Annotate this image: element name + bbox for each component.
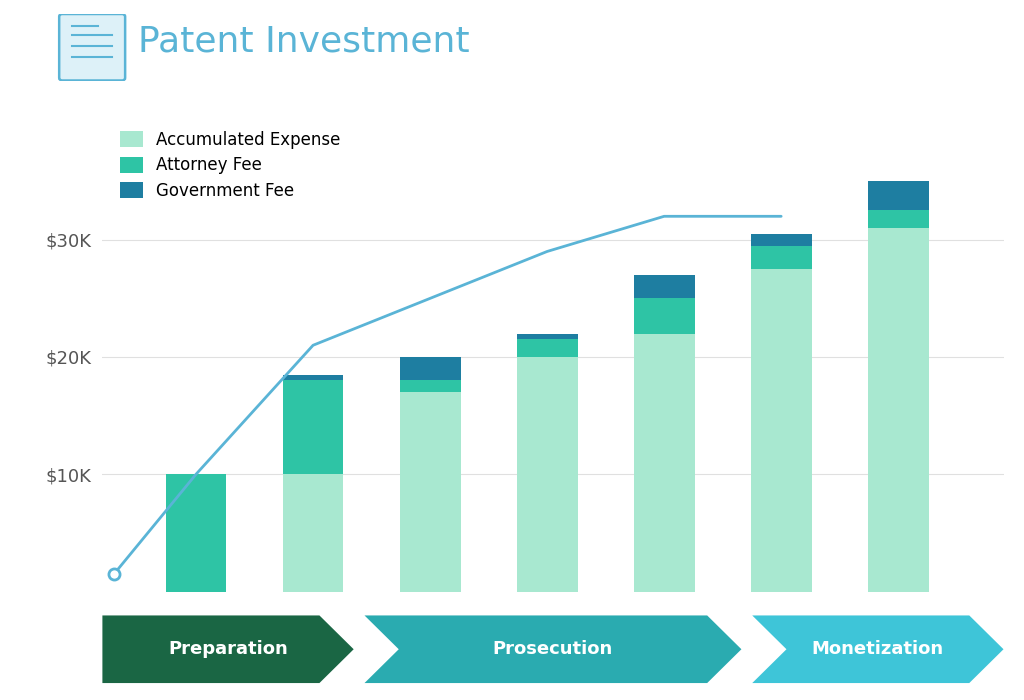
Bar: [166, 475, 226, 592]
Bar: [867, 228, 929, 592]
Polygon shape: [753, 615, 1004, 683]
Bar: [283, 475, 343, 592]
FancyBboxPatch shape: [59, 14, 125, 80]
Bar: [751, 269, 812, 592]
Bar: [399, 357, 461, 381]
Text: Patent Investment: Patent Investment: [138, 25, 470, 59]
Bar: [399, 392, 461, 592]
Bar: [517, 333, 578, 340]
Bar: [634, 275, 694, 298]
Bar: [867, 211, 929, 228]
Bar: [751, 246, 812, 269]
Text: Preparation: Preparation: [168, 640, 288, 658]
Polygon shape: [102, 615, 353, 683]
Bar: [283, 374, 343, 381]
Bar: [399, 380, 461, 392]
Bar: [751, 234, 812, 246]
Text: Prosecution: Prosecution: [493, 640, 613, 658]
Text: Monetization: Monetization: [812, 640, 944, 658]
Bar: [634, 333, 694, 592]
Bar: [517, 340, 578, 357]
Legend: Accumulated Expense, Attorney Fee, Government Fee: Accumulated Expense, Attorney Fee, Gover…: [120, 131, 341, 200]
Polygon shape: [365, 615, 741, 683]
Bar: [283, 381, 343, 475]
Bar: [634, 298, 694, 333]
Bar: [517, 357, 578, 592]
Bar: [867, 181, 929, 211]
